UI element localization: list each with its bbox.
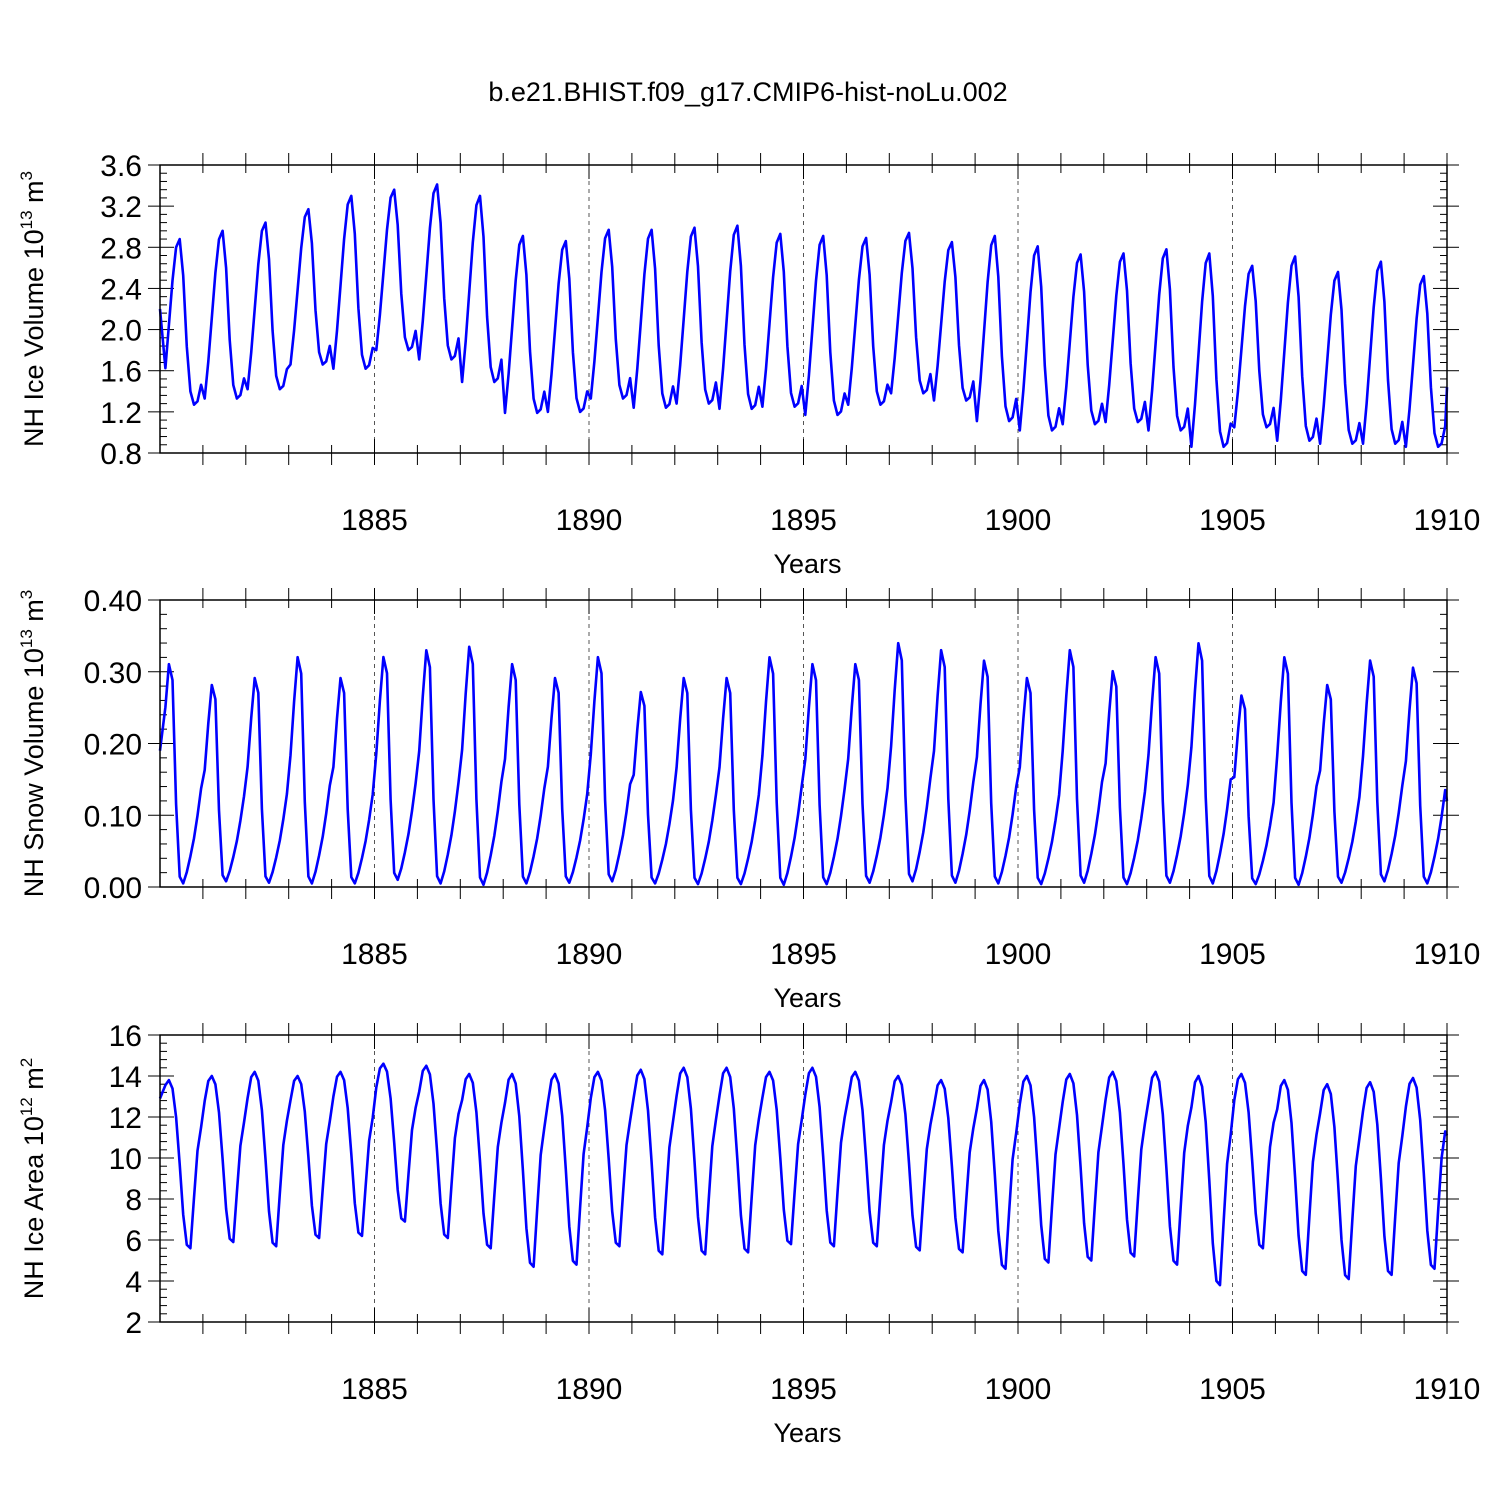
- y-tick-label: 2.4: [100, 273, 142, 306]
- x-tick-label: 1885: [341, 504, 408, 537]
- x-tick-label: 1895: [770, 504, 837, 537]
- y-tick-label: 0.20: [84, 729, 142, 762]
- y-tick-label: 3.6: [100, 150, 142, 183]
- panel-ice-area: 2 4 6 8 10 12 14 16 1885 1890 1895 1900 1905 1910 Year…: [17, 1020, 1480, 1448]
- x-tick-label: 1895: [770, 938, 837, 971]
- x-tick-label: 1910: [1414, 1373, 1481, 1406]
- y-tick-label: 2.8: [100, 232, 142, 265]
- y-tick-label: 2: [125, 1307, 142, 1340]
- panels: 0.8 1.2 1.6 2.0 2.4 2.8 3.2 3.6 1885 1890 1895 1900…: [17, 150, 1480, 1448]
- y-axis-title: NH Ice Area 1012 m2: [17, 1058, 49, 1299]
- y-tick-label: 6: [125, 1225, 142, 1258]
- plot-frame: [159, 1034, 1448, 1323]
- x-tick-label: 1890: [556, 1373, 623, 1406]
- x-tick-label: 1900: [985, 1373, 1052, 1406]
- y-tick-label: 14: [109, 1061, 142, 1094]
- x-tick-label: 1910: [1414, 938, 1481, 971]
- x-tick-label: 1885: [341, 938, 408, 971]
- x-tick-label: 1890: [556, 938, 623, 971]
- chart-title: b.e21.BHIST.f09_g17.CMIP6-hist-noLu.002: [488, 77, 1007, 107]
- x-axis-title: Years: [773, 549, 841, 579]
- y-tick-label: 0.30: [84, 657, 142, 690]
- y-tick-label: 0.8: [100, 438, 142, 471]
- y-axis-title: NH Snow Volume 1013 m3: [17, 590, 49, 898]
- x-tick-label: 1905: [1199, 938, 1266, 971]
- y-tick-label: 10: [109, 1143, 142, 1176]
- x-tick-label: 1895: [770, 1373, 837, 1406]
- y-tick-label: 16: [109, 1020, 142, 1053]
- plot-frame: [159, 599, 1448, 888]
- panel-ice-volume: 0.8 1.2 1.6 2.0 2.4 2.8 3.2 3.6 1885 1890 1895 1900…: [17, 150, 1480, 579]
- x-tick-label: 1905: [1199, 1373, 1266, 1406]
- y-tick-label: 1.2: [100, 397, 142, 430]
- x-axis-title: Years: [773, 983, 841, 1013]
- panel-snow-volume: 0.00 0.10 0.20 0.30 0.40 1885 1890 1895 1900 1905…: [17, 585, 1480, 1013]
- series-line-snow-volume: [158, 641, 1449, 887]
- x-tick-label: 1905: [1199, 504, 1266, 537]
- y-tick-label: 4: [125, 1266, 142, 1299]
- y-tick-label: 12: [109, 1102, 142, 1135]
- x-tick-label: 1885: [341, 1373, 408, 1406]
- y-tick-label: 0.00: [84, 872, 142, 905]
- y-tick-label: 3.2: [100, 191, 142, 224]
- series-line-ice-area: [158, 1062, 1449, 1287]
- x-tick-label: 1890: [556, 504, 623, 537]
- y-tick-label: 1.6: [100, 356, 142, 389]
- x-tick-label: 1900: [985, 504, 1052, 537]
- y-tick-label: 0.10: [84, 800, 142, 833]
- y-tick-label: 8: [125, 1184, 142, 1217]
- plot-frame: [159, 164, 1448, 454]
- y-tick-label: 2.0: [100, 315, 142, 348]
- x-tick-label: 1900: [985, 938, 1052, 971]
- x-tick-label: 1910: [1414, 504, 1481, 537]
- x-axis-title: Years: [773, 1418, 841, 1448]
- series-line-ice-volume: [158, 183, 1449, 449]
- y-tick-label: 0.40: [84, 585, 142, 618]
- y-axis-title: NH Ice Volume 1013 m3: [17, 171, 49, 447]
